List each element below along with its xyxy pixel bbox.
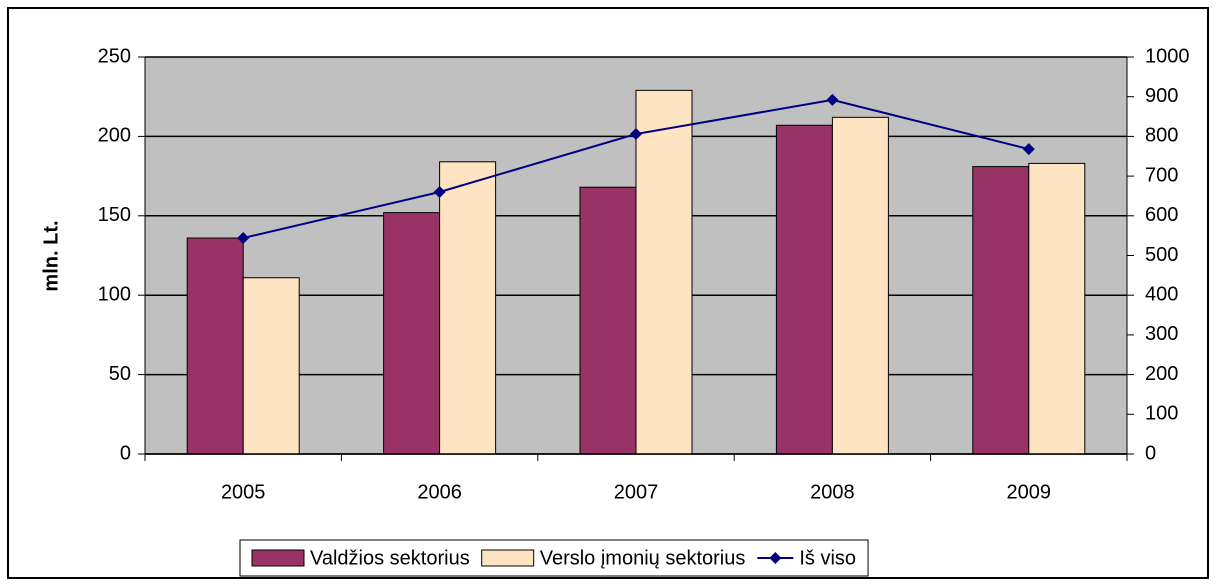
y2-tick-label: 0 — [1145, 442, 1156, 464]
y-tick-label: 250 — [98, 45, 131, 67]
x-tick-label: 2006 — [417, 481, 462, 503]
y2-tick-label: 700 — [1145, 164, 1178, 186]
y-tick-label: 100 — [98, 283, 131, 305]
y2-tick-label: 100 — [1145, 403, 1178, 425]
bar — [383, 212, 441, 455]
y2-tick-label: 400 — [1145, 283, 1178, 305]
x-tick-label: 2007 — [614, 481, 659, 503]
legend-label: Verslo įmonių sektorius — [540, 547, 746, 569]
bar — [775, 124, 833, 455]
legend-swatch — [481, 549, 535, 567]
y-tick-label: 200 — [98, 125, 131, 147]
y2-tick-label: 200 — [1145, 363, 1178, 385]
y2-tick-label: 500 — [1145, 244, 1178, 266]
y-tick-label: 50 — [109, 363, 131, 385]
line-marker — [826, 93, 839, 106]
line-marker — [433, 185, 446, 198]
x-tick-label: 2008 — [810, 481, 855, 503]
y-tick-label: 150 — [98, 204, 131, 226]
legend-label: Iš viso — [799, 547, 856, 569]
y2-tick-label: 1000 — [1145, 45, 1190, 67]
y2-tick-label: 800 — [1145, 125, 1178, 147]
y2-tick-label: 900 — [1145, 85, 1178, 107]
legend-swatch — [251, 549, 305, 567]
bar — [439, 161, 497, 455]
bar — [1028, 162, 1086, 455]
bar — [579, 186, 637, 455]
bar — [186, 237, 244, 455]
bar — [635, 89, 693, 455]
x-tick-label: 2009 — [1007, 481, 1052, 503]
line-marker — [630, 128, 642, 141]
bar — [972, 166, 1030, 455]
line-marker — [1022, 143, 1035, 156]
x-tick-label: 2005 — [221, 481, 266, 503]
y2-tick-label: 300 — [1145, 323, 1178, 345]
y-axis-label: mln. Lt. — [40, 220, 62, 291]
y-tick-label: 0 — [120, 442, 131, 464]
bar — [831, 116, 889, 455]
bar — [242, 277, 300, 455]
legend-swatch — [769, 552, 782, 564]
line-marker — [237, 232, 250, 245]
y2-tick-label: 600 — [1145, 204, 1178, 226]
legend-label: Valdžios sektorius — [310, 547, 470, 569]
